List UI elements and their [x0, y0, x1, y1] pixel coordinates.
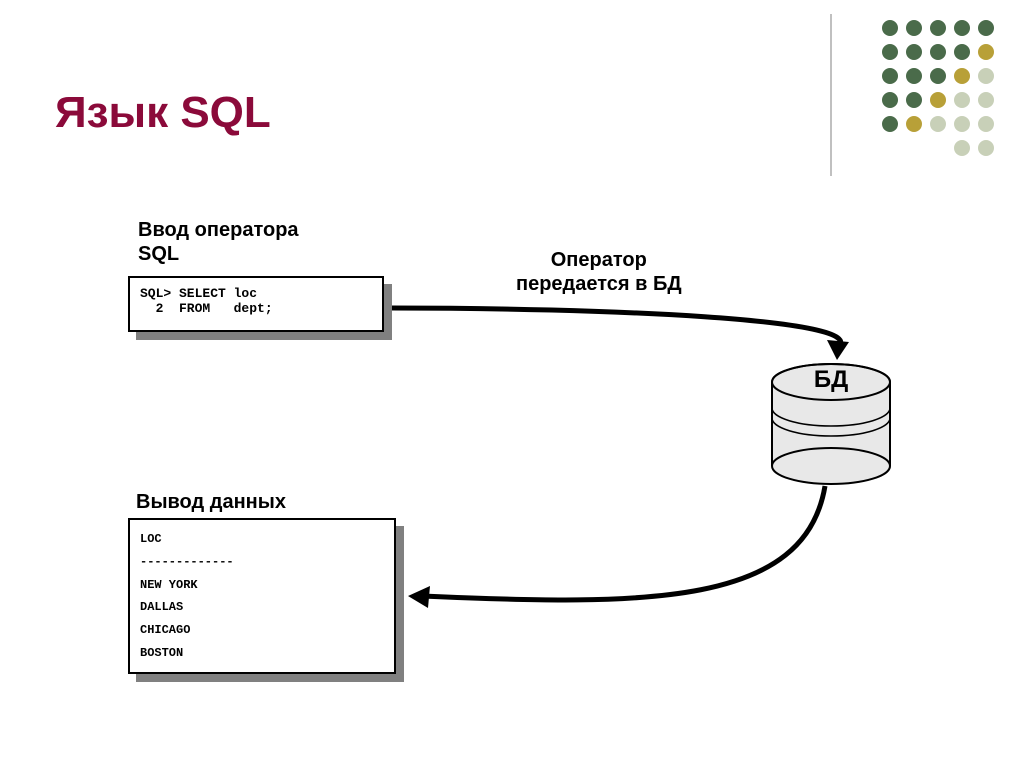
decor-dots [882, 20, 994, 164]
database-label: БД [772, 366, 890, 394]
dot [906, 44, 922, 60]
dot [906, 92, 922, 108]
dot [930, 116, 946, 132]
dot [930, 92, 946, 108]
dot [978, 44, 994, 60]
dot [978, 20, 994, 36]
input-sql-box: SQL> SELECT loc 2 FROM dept; [128, 276, 384, 332]
dot [978, 140, 994, 156]
dot [906, 116, 922, 132]
page-title: Язык SQL [55, 88, 271, 138]
dot [882, 92, 898, 108]
dot [978, 68, 994, 84]
dot [906, 20, 922, 36]
vertical-divider [830, 14, 832, 176]
dot [930, 44, 946, 60]
dot [882, 116, 898, 132]
dot [954, 20, 970, 36]
dot [930, 20, 946, 36]
dot [906, 68, 922, 84]
dot [978, 92, 994, 108]
transfer-label: Оператор передается в БД [516, 248, 682, 296]
input-label: Ввод оператора SQL [138, 218, 299, 266]
output-data-box: LOC ------------- NEW YORK DALLAS CHICAG… [128, 518, 396, 674]
dot [930, 68, 946, 84]
dot [954, 140, 970, 156]
dot [978, 116, 994, 132]
dot [954, 92, 970, 108]
dot [882, 20, 898, 36]
dot [882, 44, 898, 60]
dot [954, 116, 970, 132]
dot [882, 68, 898, 84]
dot [954, 44, 970, 60]
output-label: Вывод данных [136, 490, 286, 514]
dot [954, 68, 970, 84]
